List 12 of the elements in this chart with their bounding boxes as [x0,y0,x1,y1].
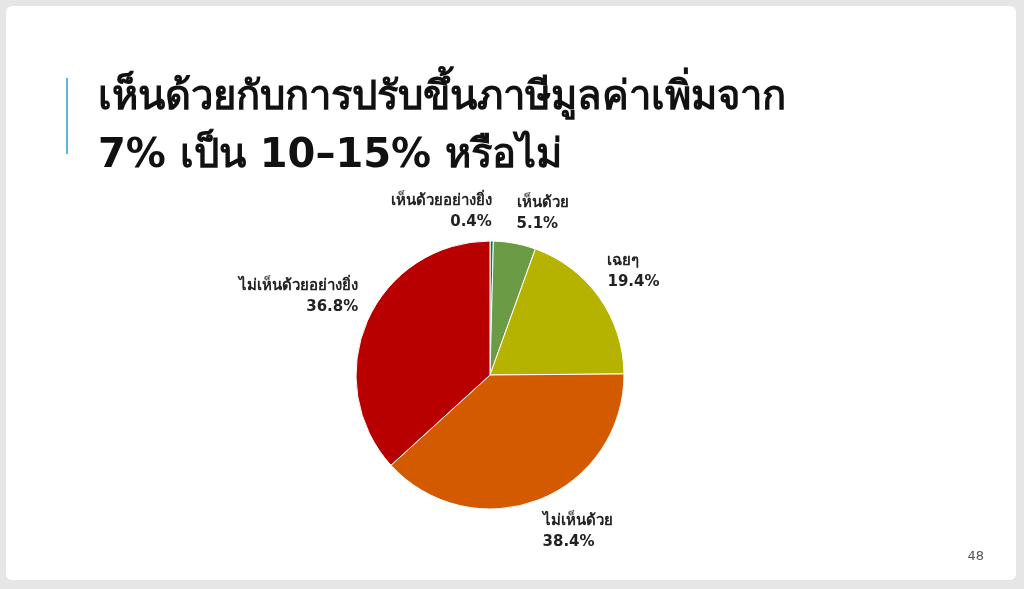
slice-label: เฉยๆ [607,251,640,270]
data-label: 36.8% [306,297,359,316]
text: 48 [967,548,984,563]
slice-label: ไม่เห็นด้วย [540,509,613,529]
data-label: 5.1% [516,213,559,232]
slice-label: ไม่เห็นด้วยอย่างยิ่ง [237,274,359,295]
slice-label: เห็นด้วย [516,191,569,211]
slice-label: เห็นด้วยอย่างยิ่ง [390,188,492,209]
data-label: 0.4% [450,211,492,230]
data-label: 19.4% [607,272,660,291]
chart-title: เห็นด้วยกับการปรับขึ้นภาษีมูลค่าเพิ่มจาก 7% เป็น 10–15% หรือไม่ [98,66,787,178]
data-label: 38.4% [542,531,595,550]
